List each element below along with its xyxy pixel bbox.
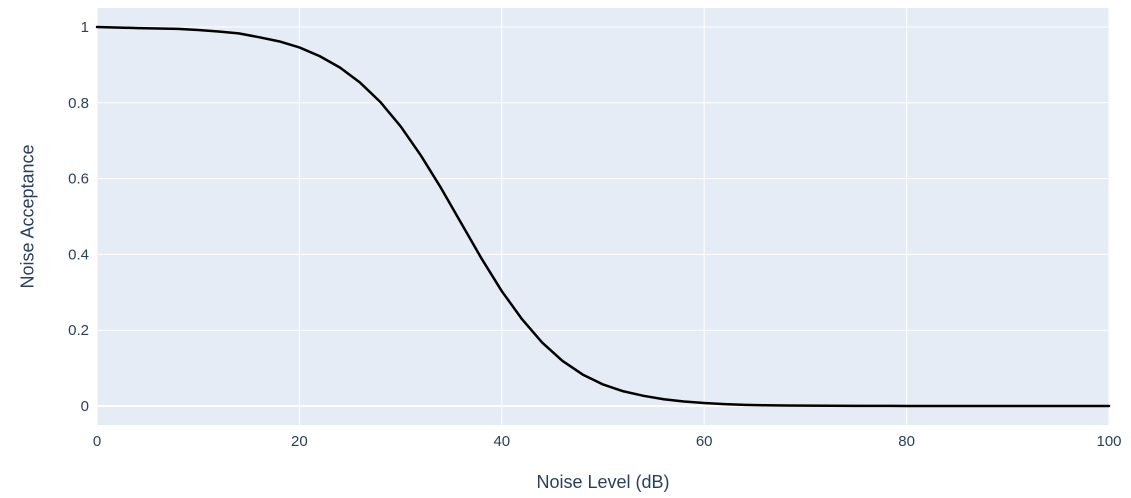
- x-gridlines: [96, 8, 1110, 425]
- x-tick-labels: 0 20 40 60 80 100: [93, 433, 1122, 450]
- x-axis-title: Noise Level (dB): [536, 472, 669, 492]
- x-tick-label: 0: [93, 433, 101, 450]
- x-tick-label: 20: [291, 433, 308, 450]
- y-tick-label: 0.6: [68, 171, 89, 188]
- y-axis-title: Noise Acceptance: [17, 144, 37, 288]
- y-tick-label: 0: [81, 398, 89, 415]
- y-tick-label: 1: [81, 19, 89, 36]
- x-tick-label: 60: [696, 433, 713, 450]
- x-tick-label: 80: [898, 433, 915, 450]
- x-tick-label: 40: [493, 433, 510, 450]
- y-tick-label: 0.4: [68, 246, 89, 263]
- y-tick-label: 0.2: [68, 322, 89, 339]
- series-layer: [95, 25, 1111, 408]
- series-line: [95, 25, 1111, 408]
- plot-area: [97, 8, 1109, 425]
- y-tick-labels: 0 0.2 0.4 0.6 0.8 1: [68, 19, 89, 415]
- y-tick-label: 0.8: [68, 95, 89, 112]
- x-tick-label: 100: [1096, 433, 1121, 450]
